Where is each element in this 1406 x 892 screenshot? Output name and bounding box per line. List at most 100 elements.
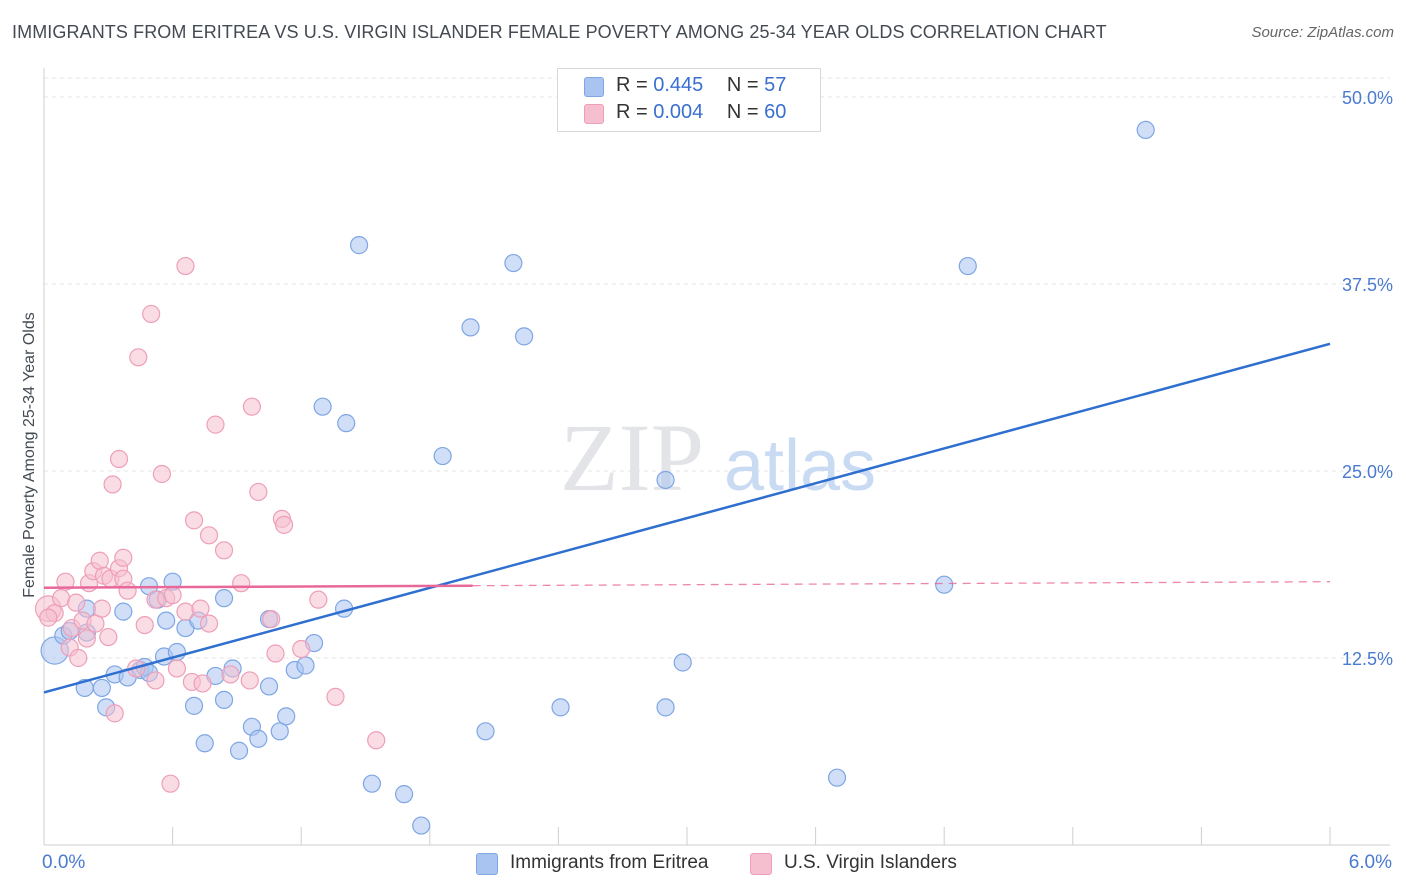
data-points	[34, 120, 1155, 835]
point-eritrea	[362, 774, 382, 793]
point-eritrea	[249, 729, 268, 748]
legend-n-label: N =	[726, 101, 759, 123]
point-virgin-islanders	[90, 551, 109, 570]
point-virgin-islanders	[52, 589, 71, 608]
source-credit: Source: ZipAtlas.com	[1251, 24, 1394, 41]
point-virgin-islanders	[240, 671, 259, 690]
point-eritrea	[195, 734, 214, 753]
point-virgin-islanders	[262, 610, 281, 629]
point-virgin-islanders	[152, 464, 171, 484]
point-virgin-islanders	[67, 593, 86, 612]
stats-legend: R = 0.445 N = 57 R = 0.004 N = 60	[557, 68, 821, 132]
point-eritrea	[214, 690, 234, 709]
point-virgin-islanders	[56, 572, 75, 591]
axes	[43, 68, 1390, 846]
legend-n-value: 60	[764, 101, 787, 123]
point-virgin-islanders	[184, 511, 204, 530]
y-tick-label: 25.0%	[1342, 462, 1393, 482]
point-eritrea	[433, 446, 452, 466]
point-virgin-islanders	[163, 586, 182, 605]
series-label-virgin-islanders: U.S. Virgin Islanders	[784, 852, 957, 873]
y-tick-label: 50.0%	[1342, 88, 1393, 108]
point-eritrea	[157, 611, 176, 630]
point-virgin-islanders	[176, 256, 195, 276]
point-virgin-islanders	[146, 671, 165, 690]
legend-swatch-eritrea	[584, 77, 604, 97]
trend-line-virgin-islanders-dashed	[472, 581, 1331, 587]
point-virgin-islanders	[118, 581, 137, 600]
point-eritrea	[394, 785, 414, 804]
watermark-zip: ZIP	[560, 404, 704, 511]
point-eritrea	[214, 589, 234, 608]
series-label-eritrea: Immigrants from Eritrea	[510, 852, 709, 873]
point-eritrea	[184, 696, 204, 715]
point-eritrea	[476, 722, 495, 741]
point-virgin-islanders	[105, 704, 124, 723]
point-eritrea	[958, 256, 977, 276]
point-virgin-islanders	[199, 614, 219, 633]
point-virgin-islanders	[77, 629, 96, 648]
legend-n-label: N =	[726, 74, 759, 96]
point-eritrea	[337, 414, 356, 433]
series-swatch-virgin-islanders	[750, 853, 772, 875]
point-virgin-islanders	[39, 608, 58, 627]
point-virgin-islanders	[167, 659, 186, 678]
point-virgin-islanders	[86, 614, 105, 633]
watermark-atlas: atlas	[724, 426, 876, 506]
point-eritrea	[114, 602, 133, 621]
point-eritrea	[92, 678, 111, 698]
gridlines	[44, 77, 1390, 659]
point-virgin-islanders	[103, 475, 122, 494]
point-virgin-islanders	[249, 482, 268, 502]
legend-n-value: 57	[764, 74, 787, 96]
point-eritrea	[827, 768, 847, 787]
point-virgin-islanders	[232, 574, 251, 593]
point-eritrea	[935, 575, 954, 594]
point-virgin-islanders	[176, 602, 195, 621]
point-eritrea	[656, 698, 675, 717]
trend-lines	[43, 342, 1331, 694]
point-virgin-islanders	[161, 774, 180, 793]
point-virgin-islanders	[367, 731, 386, 750]
legend-text: R = 0.445 N = 57	[616, 74, 786, 97]
point-virgin-islanders	[92, 599, 111, 618]
point-eritrea	[412, 816, 431, 835]
y-tick-label: 37.5%	[1342, 275, 1393, 295]
legend-swatch-virgin-islanders	[584, 104, 604, 124]
point-eritrea	[673, 653, 692, 672]
x-tick-max: 6.0%	[1348, 852, 1392, 873]
point-eritrea	[296, 656, 315, 675]
point-virgin-islanders	[292, 639, 311, 659]
point-virgin-islanders	[109, 449, 129, 469]
point-virgin-islanders	[199, 526, 219, 545]
point-virgin-islanders	[214, 541, 234, 560]
y-tick-label: 12.5%	[1342, 649, 1393, 669]
point-virgin-islanders	[193, 674, 212, 693]
point-virgin-islanders	[135, 615, 154, 635]
point-eritrea	[504, 253, 523, 273]
point-eritrea	[313, 397, 332, 416]
y-tick-labels: 12.5% 25.0% 37.5% 50.0%	[1342, 88, 1393, 669]
point-eritrea	[270, 722, 289, 741]
point-virgin-islanders	[221, 665, 240, 684]
point-eritrea	[1136, 120, 1155, 140]
point-eritrea	[349, 236, 369, 255]
point-eritrea	[259, 677, 279, 696]
point-virgin-islanders	[242, 397, 262, 416]
point-eritrea	[515, 327, 534, 346]
legend-r-label: R =	[616, 101, 648, 123]
point-virgin-islanders	[309, 590, 328, 609]
point-virgin-islanders	[191, 599, 210, 618]
point-virgin-islanders	[206, 415, 225, 434]
chart-title: IMMIGRANTS FROM ERITREA VS U.S. VIRGIN I…	[12, 22, 1107, 42]
watermark: ZIP atlas	[560, 404, 876, 511]
point-eritrea	[461, 318, 480, 337]
point-virgin-islanders	[114, 548, 133, 567]
series-legend: Immigrants from Eritrea U.S. Virgin Isla…	[0, 852, 1406, 878]
trend-line-eritrea	[43, 342, 1331, 694]
point-eritrea	[551, 698, 570, 717]
series-swatch-eritrea	[476, 853, 498, 875]
point-virgin-islanders	[129, 348, 148, 367]
point-virgin-islanders	[326, 687, 345, 706]
